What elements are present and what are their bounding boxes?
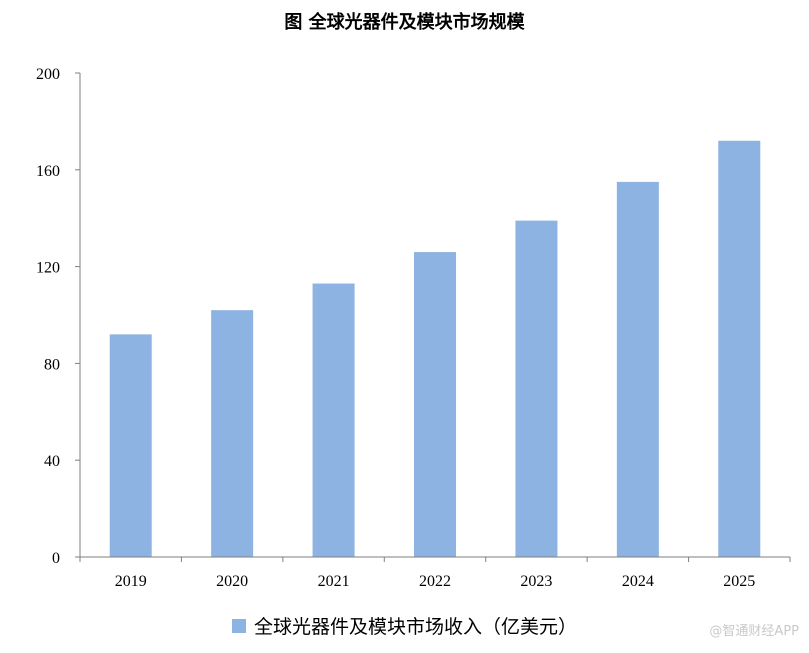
legend-swatch [231, 618, 246, 633]
y-tick-label: 0 [52, 550, 60, 567]
y-tick-label: 160 [36, 163, 60, 180]
axes [79, 73, 790, 558]
bar-2021 [312, 283, 355, 557]
bars [109, 140, 761, 557]
y-tick-label: 40 [44, 453, 60, 470]
x-tick-label: 2023 [520, 573, 552, 590]
legend: 全球光器件及模块市场收入（亿美元） [0, 612, 809, 639]
x-tick-label: 2025 [723, 573, 755, 590]
y-tick-label: 80 [44, 356, 60, 373]
bar-2020 [211, 310, 254, 557]
y-tick-label: 200 [36, 66, 60, 83]
x-tick-label: 2020 [216, 573, 248, 590]
x-tick-label: 2019 [115, 573, 147, 590]
bar-2022 [414, 252, 456, 557]
bar-2025 [718, 140, 761, 557]
bar-2023 [515, 220, 558, 557]
y-axis-ticks: 0 40 80 120 160 200 [36, 66, 80, 567]
x-tick-label: 2024 [622, 573, 654, 590]
bar-2019 [109, 334, 152, 557]
x-tick-label: 2021 [318, 573, 350, 590]
x-tick-label: 2022 [419, 573, 451, 590]
bar-2024 [616, 181, 659, 557]
y-tick-label: 120 [36, 260, 60, 277]
x-axis-ticks: 2019 2020 2021 2022 2023 2024 2025 [79, 557, 791, 590]
chart-title: 图 全球光器件及模块市场规模 [284, 12, 525, 33]
watermark-text: @智通财经APP [709, 624, 799, 639]
legend-label: 全球光器件及模块市场收入（亿美元） [253, 616, 577, 638]
